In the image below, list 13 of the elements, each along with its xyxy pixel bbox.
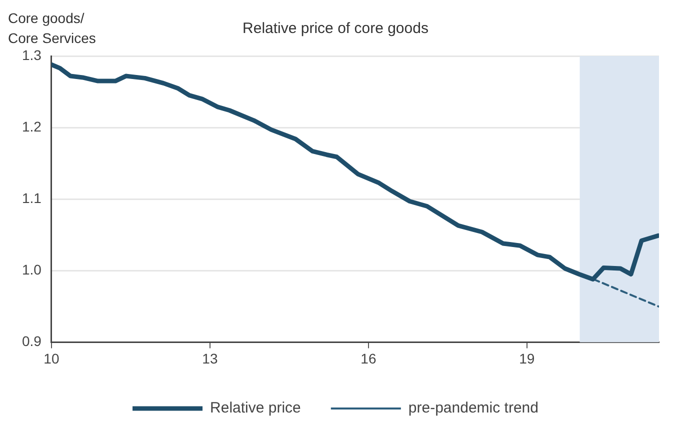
x-tick-label: 10	[44, 350, 60, 366]
y-tick-label: 1.3	[22, 46, 42, 63]
y-tick-label: 1.0	[22, 262, 42, 278]
x-tick-label: 16	[360, 350, 376, 366]
chart-title: Relative price of core goods	[242, 20, 428, 38]
y-axis-title: Core goods/ Core Services	[8, 9, 97, 48]
legend-label: Relative price	[210, 400, 301, 417]
x-tick-label: 13	[202, 350, 218, 366]
y-tick-label: 0.9	[22, 333, 42, 350]
x-tick-label: 19	[519, 350, 535, 366]
y-tick-label: 1.1	[22, 190, 42, 206]
legend-label: pre-pandemic trend	[408, 400, 538, 417]
y-tick-label: 1.2	[22, 118, 42, 134]
